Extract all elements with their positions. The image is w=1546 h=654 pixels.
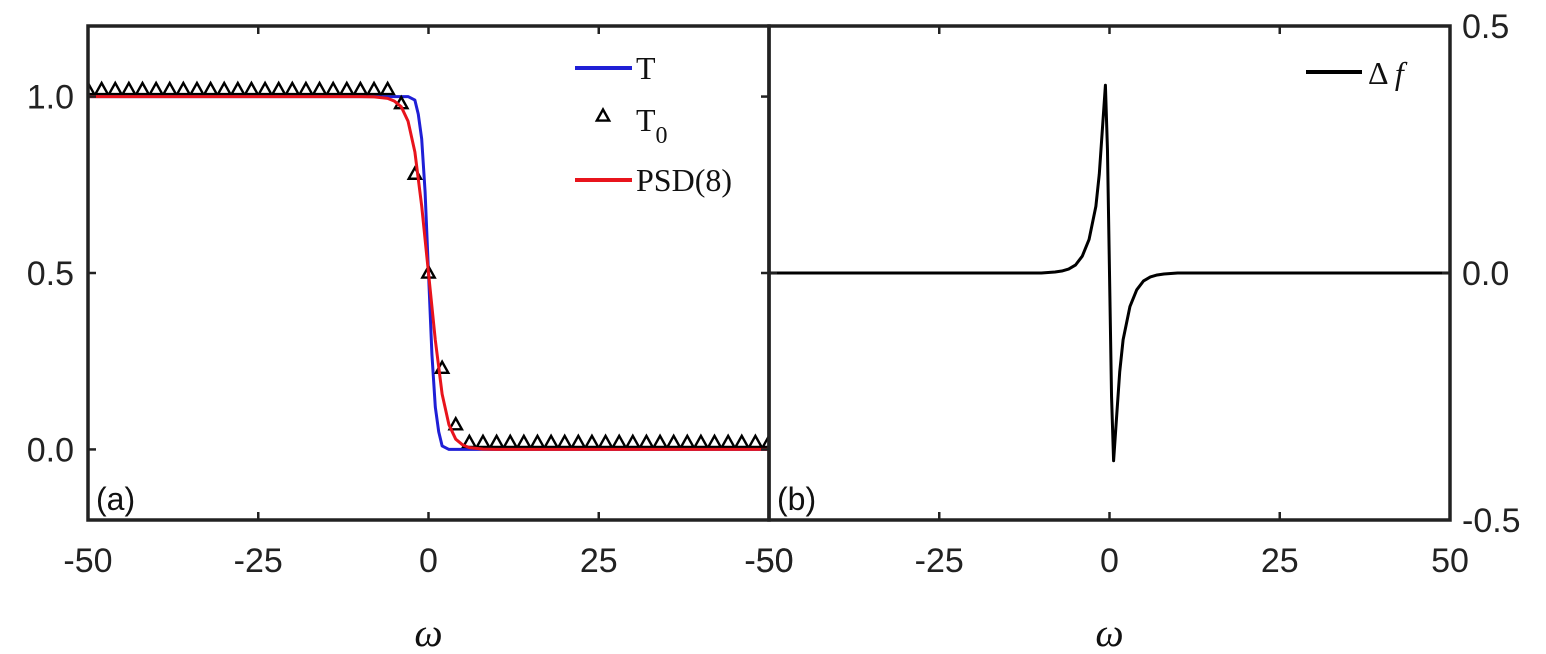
panel-a-series-1-point (270, 80, 287, 96)
panel-a-legend-label: T (636, 50, 656, 86)
panel-a-x-axis-label: ω (414, 610, 442, 654)
panel-a-series-1-point (706, 433, 723, 449)
panel-b-y-tick-label: -0.5 (1462, 502, 1521, 540)
panel-a-y-tick-label: 1.0 (27, 79, 74, 117)
panel-a-x-tick-label: -50 (63, 542, 112, 580)
panel-b-y-tick-label: 0.5 (1462, 8, 1509, 46)
panel-a-series-1-point (583, 433, 601, 449)
panel-a-series-1-point (311, 80, 328, 96)
panel-a-series-1-point (338, 80, 356, 96)
panel-a-series-1-point (747, 433, 764, 449)
panel-a-series-1-point (529, 433, 546, 449)
panel-a-legend-item: PSD(8) (575, 162, 732, 198)
panel-a-legend-label-main: PSD(8) (636, 162, 732, 198)
panel-b-x-tick-label: 0 (1100, 542, 1119, 580)
panel-a-series-1-point (719, 433, 737, 449)
panel-a-series-1-point (107, 80, 124, 96)
panel-a-series-1-point (665, 433, 682, 449)
panel-a-series-1-point (501, 433, 519, 449)
panel-a-series-1-point (202, 80, 219, 96)
panel-a-series-1-point (297, 80, 315, 96)
panel-a-series-1-point (733, 433, 750, 449)
panel-a-series-1-point (679, 433, 696, 449)
panel-a-series-1-point (188, 80, 206, 96)
panel-a-series-1-point (284, 80, 301, 96)
panel-a-x-tick-label: -25 (234, 542, 283, 580)
panel-a-legend-item: T (575, 50, 656, 86)
panel-a-series-1-point (134, 80, 151, 96)
panel-a-series-1-point (161, 80, 178, 96)
panel-a-x-tick-label: 0 (419, 542, 438, 580)
panel-a-legend-label-main: T (636, 50, 656, 86)
panel-b-y-tick-label: 0.0 (1462, 255, 1509, 293)
panel-a-series-1-point (556, 433, 573, 449)
panel-a-legend-marker (594, 107, 612, 122)
panel-b-x-tick-label: 25 (1261, 542, 1299, 580)
panel-a-legend-label: PSD(8) (636, 162, 732, 198)
panel-a-series-1-point (651, 433, 669, 449)
panel-b-x-axis-label: ω (1095, 610, 1123, 654)
panel-a-series-1-point (229, 80, 247, 96)
panel-a-series-1-point (379, 80, 396, 96)
panel-a-series-1-point (515, 433, 533, 449)
panel-a-series-1-point (760, 433, 769, 449)
panel-a-series-1-point (175, 80, 192, 96)
panel-b-panel-tag: (b) (777, 481, 816, 517)
panel-b-legend-item: Δ f (1306, 55, 1408, 91)
panel-a-series-1-point (215, 80, 233, 96)
panel-a-series-1-markers (88, 80, 769, 449)
panel-b-legend-label-f: f (1395, 55, 1408, 91)
panel-b: -50 -25 0 25 50-0.5 0.0 0.5 (b) ω Δ f (744, 8, 1520, 654)
panel-a-series-1-point (624, 433, 642, 449)
panel-b-series-0-line (769, 83, 1450, 463)
panel-a-legend-label-main: T (636, 102, 656, 138)
panel-a-series-1-point (93, 80, 110, 96)
panel-a-series-1-point (147, 80, 165, 96)
panel-a-legend-label-subscript: 0 (656, 123, 668, 149)
panel-b-x-tick-label: -25 (915, 542, 964, 580)
panel-b-legend: Δ f (1306, 55, 1408, 91)
panel-a-series-1-point (474, 433, 492, 449)
panel-b-x-tick-label: 50 (1431, 542, 1469, 580)
panel-a-series-1-point (447, 415, 464, 431)
panel-a-plot-area (88, 80, 769, 451)
panel-a-series-1-point (570, 433, 587, 449)
panel-a-series-1-point (597, 433, 614, 449)
panel-a-series-1-point (365, 80, 383, 96)
panel-a-legend-label: T0 (636, 102, 668, 149)
panel-a-series-1-point (88, 80, 97, 96)
panel-a-panel-tag: (a) (96, 481, 135, 517)
panel-a-y-tick-label: 0.0 (27, 431, 74, 469)
panel-a-x-tick-label: 25 (580, 542, 618, 580)
panel-b-legend-label-delta: Δ (1368, 55, 1395, 91)
panel-b-legend-label: Δ f (1368, 55, 1408, 91)
panel-a-series-1-point (352, 80, 369, 96)
panel-a-x-tick-label: -50 (744, 542, 793, 580)
panel-a-series-1-point (692, 433, 710, 449)
panel-a-series-1-point (120, 80, 138, 96)
panel-a-series-1-point (610, 433, 628, 449)
panel-a-legend-item: T0 (594, 102, 668, 149)
panel-a-series-1-point (256, 80, 274, 96)
panel-a-series-1-point (488, 433, 505, 449)
panel-a-series-1-point (243, 80, 260, 96)
panel-b-x-tick-label: -50 (744, 542, 793, 580)
panel-a-y-tick-label: 0.5 (27, 255, 74, 293)
panel-a-series-2-line (88, 95, 769, 451)
panel-b-plot-area (769, 83, 1450, 463)
panel-a-series-1-point (324, 80, 342, 96)
panel-a-series-1-point (542, 433, 560, 449)
panel-a-series-1-point (638, 433, 655, 449)
